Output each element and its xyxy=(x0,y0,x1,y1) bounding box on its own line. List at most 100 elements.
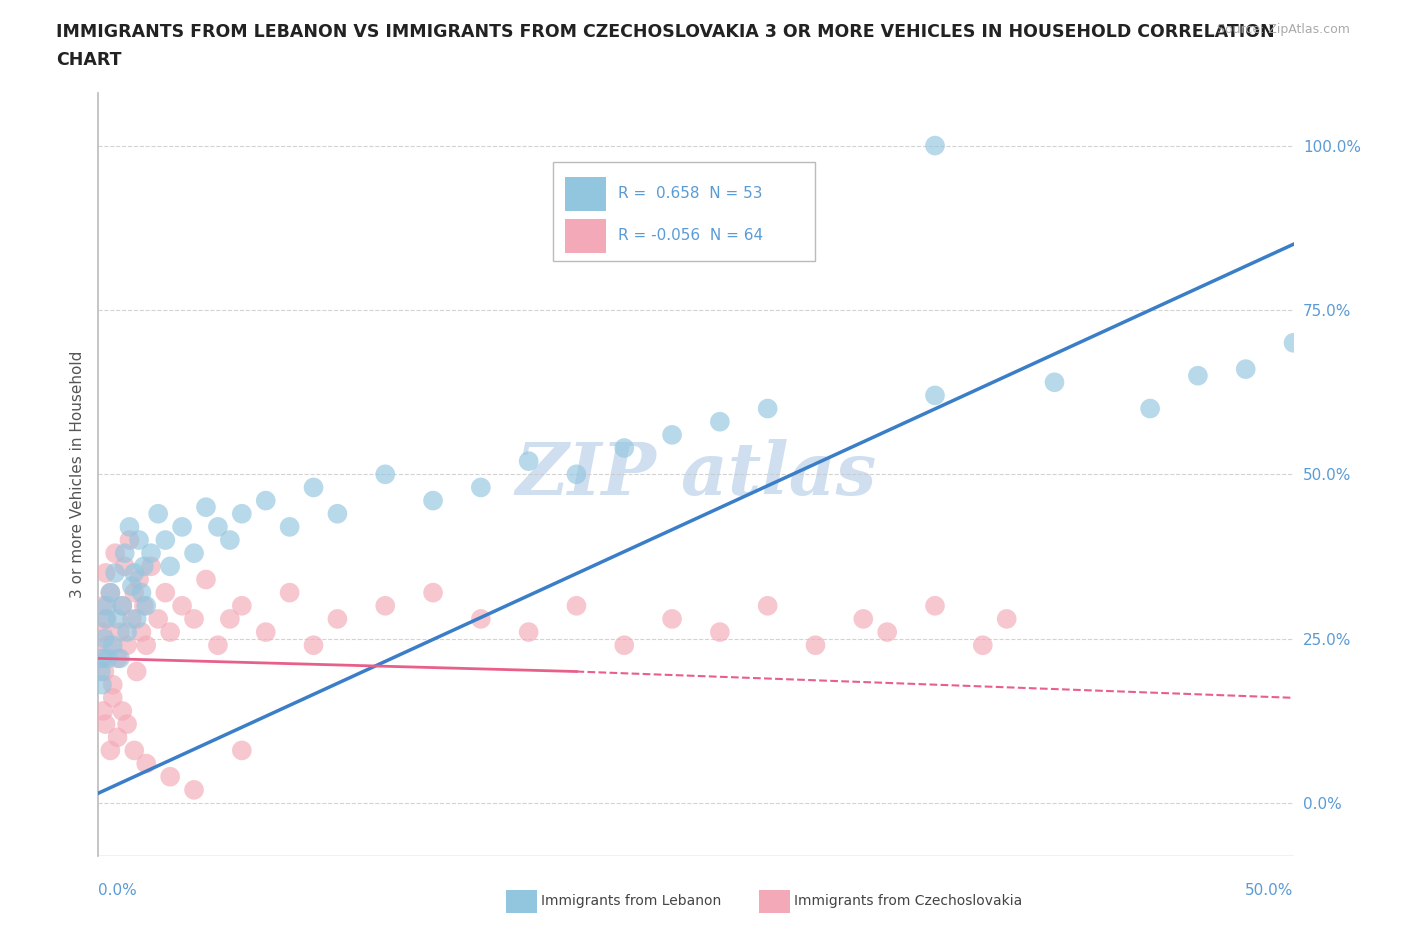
Point xyxy=(709,414,731,429)
Point xyxy=(94,717,117,732)
Point xyxy=(115,717,138,732)
Point xyxy=(96,612,118,627)
Point xyxy=(139,559,162,574)
Point xyxy=(101,690,124,705)
Point xyxy=(155,585,177,600)
Point xyxy=(107,612,129,627)
Point xyxy=(125,612,148,627)
Point xyxy=(104,565,127,580)
Point xyxy=(111,598,134,613)
Point xyxy=(135,756,157,771)
Point xyxy=(219,612,242,627)
Point xyxy=(661,428,683,443)
Point xyxy=(326,612,349,627)
Point xyxy=(517,454,540,469)
Point xyxy=(924,388,946,403)
Point xyxy=(124,565,146,580)
Point xyxy=(148,612,170,627)
Text: R =  0.658  N = 53: R = 0.658 N = 53 xyxy=(619,186,763,201)
Point xyxy=(1139,401,1161,416)
Point xyxy=(995,612,1018,627)
Point xyxy=(139,546,162,561)
Point xyxy=(91,651,114,666)
Point xyxy=(172,598,194,613)
Point xyxy=(91,703,114,718)
Point xyxy=(326,506,349,521)
Point xyxy=(91,625,114,640)
Point xyxy=(231,506,253,521)
Point xyxy=(422,585,444,600)
Point xyxy=(374,467,396,482)
Point xyxy=(96,598,118,613)
Point xyxy=(94,612,117,627)
Point xyxy=(91,598,114,613)
FancyBboxPatch shape xyxy=(565,177,606,211)
Point xyxy=(756,401,779,416)
Point xyxy=(924,598,946,613)
Point xyxy=(1234,362,1257,377)
Point xyxy=(108,651,131,666)
Text: Source: ZipAtlas.com: Source: ZipAtlas.com xyxy=(1216,23,1350,36)
Point xyxy=(121,578,143,593)
Point xyxy=(132,598,155,613)
Point xyxy=(470,480,492,495)
Point xyxy=(125,664,148,679)
Point xyxy=(90,651,112,666)
Point xyxy=(422,493,444,508)
Point xyxy=(852,612,875,627)
Text: 50.0%: 50.0% xyxy=(1246,884,1294,898)
Point xyxy=(661,612,683,627)
Point xyxy=(183,612,205,627)
Point xyxy=(101,677,124,692)
Point xyxy=(565,598,588,613)
Point xyxy=(107,730,129,745)
Point xyxy=(709,625,731,640)
Point xyxy=(195,499,218,514)
Point xyxy=(183,546,205,561)
Y-axis label: 3 or more Vehicles in Household: 3 or more Vehicles in Household xyxy=(69,351,84,598)
Point xyxy=(135,598,157,613)
Point xyxy=(207,638,229,653)
Point xyxy=(159,625,181,640)
Point xyxy=(613,441,636,456)
Point xyxy=(231,598,253,613)
Point xyxy=(219,533,242,548)
Point xyxy=(93,631,115,646)
Point xyxy=(97,651,120,666)
Point xyxy=(121,612,143,627)
Point xyxy=(115,625,138,640)
Point xyxy=(278,585,301,600)
Point xyxy=(98,585,122,600)
Point xyxy=(131,625,153,640)
Point xyxy=(254,493,277,508)
Text: CHART: CHART xyxy=(56,51,122,69)
Point xyxy=(1282,336,1305,351)
Point xyxy=(128,572,150,587)
Point xyxy=(924,139,946,153)
Point xyxy=(972,638,994,653)
Point xyxy=(91,677,114,692)
Point xyxy=(159,769,181,784)
Point xyxy=(231,743,253,758)
Point xyxy=(108,625,131,640)
Point xyxy=(876,625,898,640)
Point xyxy=(207,520,229,535)
Point xyxy=(128,533,150,548)
FancyBboxPatch shape xyxy=(565,219,606,253)
Point xyxy=(90,664,112,679)
Point xyxy=(94,565,117,580)
Point xyxy=(278,520,301,535)
Point xyxy=(470,612,492,627)
Point xyxy=(101,638,124,653)
Point xyxy=(93,664,115,679)
Point xyxy=(302,480,325,495)
Point xyxy=(107,651,129,666)
FancyBboxPatch shape xyxy=(553,162,815,260)
Point xyxy=(148,506,170,521)
Point xyxy=(104,546,127,561)
Text: R = -0.056  N = 64: R = -0.056 N = 64 xyxy=(619,228,763,243)
Text: 0.0%: 0.0% xyxy=(98,884,138,898)
Text: ZIP atlas: ZIP atlas xyxy=(516,439,876,510)
Point xyxy=(118,533,141,548)
Point xyxy=(195,572,218,587)
